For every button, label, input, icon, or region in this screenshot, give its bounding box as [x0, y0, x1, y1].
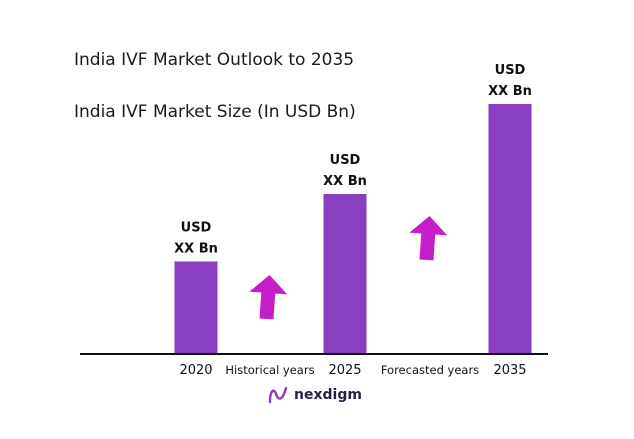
data-label-2025-line1: USD: [330, 153, 361, 168]
data-label-2035-line1: USD: [495, 63, 526, 78]
up-arrow-icon-historical: [249, 275, 288, 320]
bar-2025: [323, 194, 367, 354]
x-tick-2025: 2025: [328, 363, 361, 378]
chart-title: India IVF Market Outlook to 2035: [74, 50, 355, 70]
data-label-2020-line2: XX Bn: [174, 242, 218, 257]
bar-2035: [488, 104, 532, 354]
up-arrow-icon-forecasted: [409, 216, 448, 261]
data-label-2025-line2: XX Bn: [323, 174, 367, 189]
bar-2020: [174, 261, 218, 354]
data-label-2035-line2: XX Bn: [488, 84, 532, 99]
chart-subtitle: India IVF Market Size (In USD Bn): [74, 102, 356, 122]
x-tick-2020: 2020: [179, 363, 212, 378]
nexdigm-logo: nexdigm: [268, 386, 362, 404]
data-label-2020-line1: USD: [181, 221, 212, 236]
x-tick-2035: 2035: [493, 363, 526, 378]
nexdigm-logo-icon: [268, 386, 288, 404]
historical-years-label: Historical years: [225, 363, 314, 377]
forecasted-years-label: Forecasted years: [381, 363, 479, 377]
brand-name: nexdigm: [294, 387, 362, 403]
